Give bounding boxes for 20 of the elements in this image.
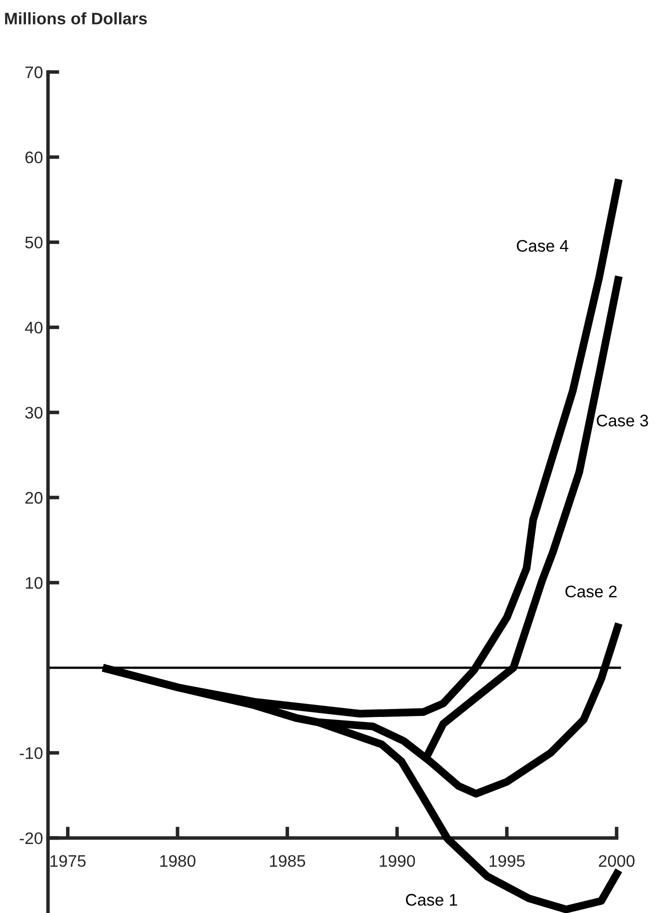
y-tick-label: 70 <box>25 66 42 78</box>
x-tick-label: 1975 <box>50 855 86 867</box>
y-tick-label: 50 <box>25 236 42 248</box>
x-tick-label: 1990 <box>380 855 415 867</box>
y-tick-label: 30 <box>25 406 42 419</box>
y-tick-label: -20 <box>20 832 42 844</box>
x-tick-label: 1985 <box>270 855 306 867</box>
y-tick-label: 40 <box>24 322 42 334</box>
y-tick-label: 10 <box>26 577 42 589</box>
text: Case 1 <box>406 894 458 906</box>
x-tick-label: 1995 <box>490 855 525 867</box>
y-tick-label: 60 <box>25 152 42 164</box>
series-label: Case 2 <box>565 586 617 598</box>
x-tick-label: 2000 <box>598 855 634 867</box>
series-label: Case 3 <box>596 414 648 426</box>
y-axis-title: Millions of Dollars <box>5 12 147 24</box>
x-tick-label: 1980 <box>160 855 196 867</box>
y-tick-label: 20 <box>25 492 42 504</box>
text: Case 4 <box>516 240 568 252</box>
y-tick-label: -10 <box>20 747 42 760</box>
